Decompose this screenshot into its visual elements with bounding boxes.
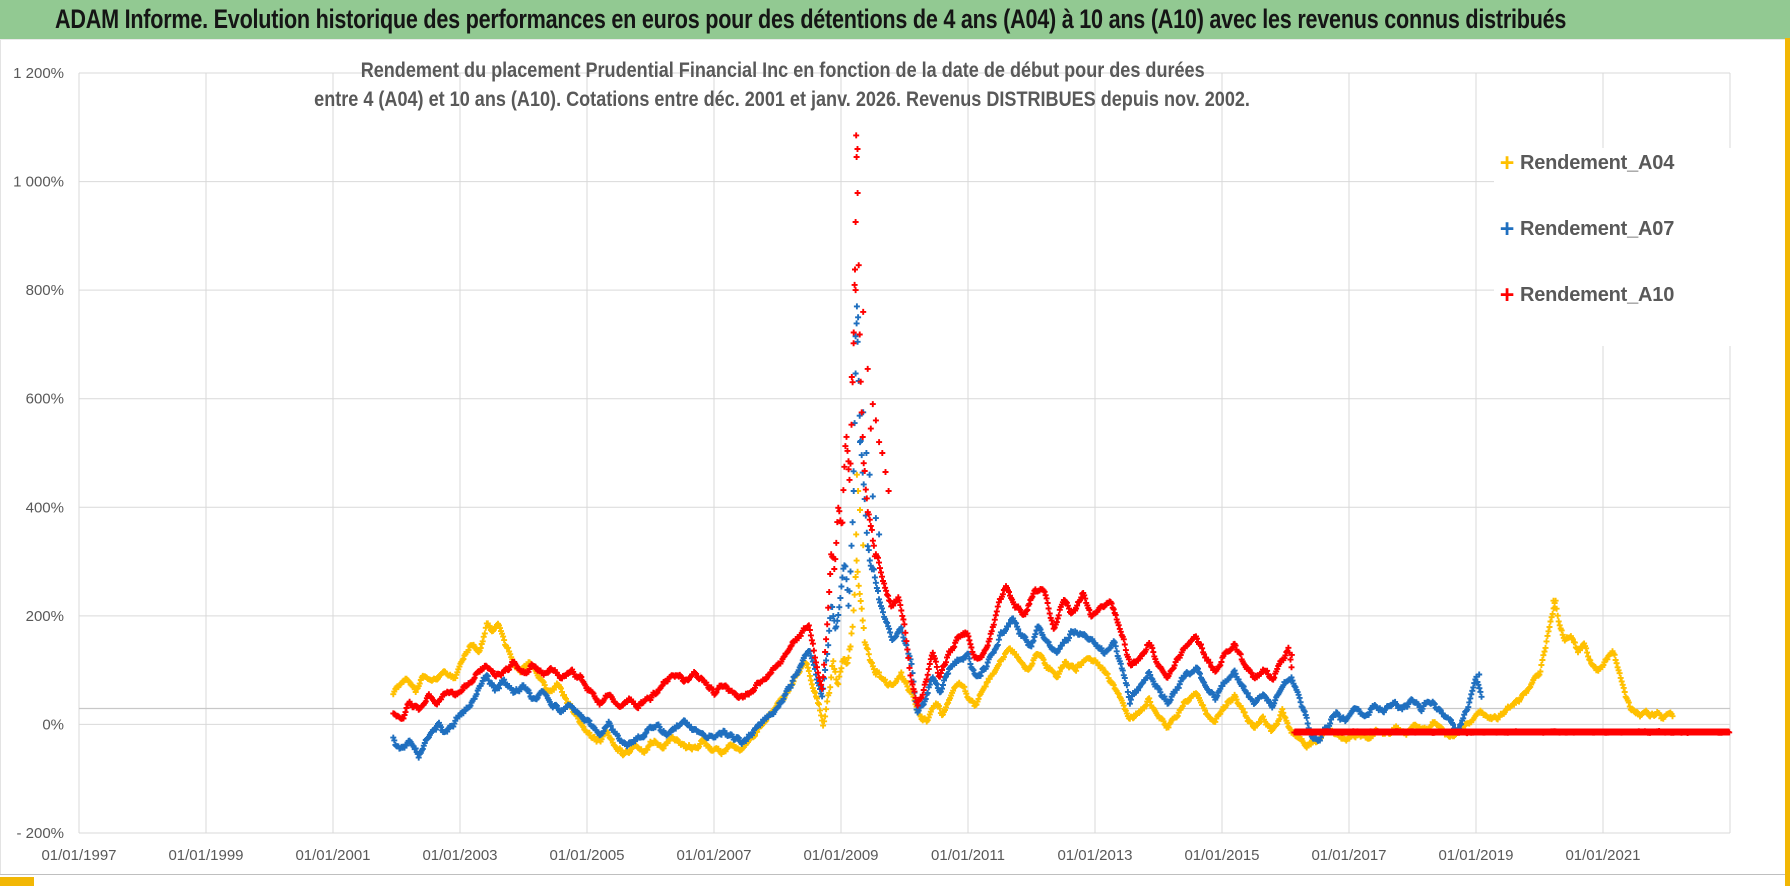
plus-marker-icon: + <box>1499 149 1515 177</box>
svg-text:01/01/1997: 01/01/1997 <box>41 847 116 864</box>
legend-label: Rendement_A07 <box>1520 217 1675 240</box>
svg-text:1 200%: 1 200% <box>13 65 64 82</box>
svg-text:01/01/2009: 01/01/2009 <box>803 847 878 864</box>
legend-item-a04[interactable]: + Rendement_A04 <box>1494 148 1746 178</box>
svg-text:- 200%: - 200% <box>16 825 64 842</box>
svg-text:400%: 400% <box>26 499 64 516</box>
legend-item-a10[interactable]: + Rendement_A10 <box>1494 280 1746 310</box>
svg-text:0%: 0% <box>42 716 64 733</box>
left-border <box>0 40 1 874</box>
plus-marker-icon: + <box>1499 215 1515 243</box>
legend-item-a07[interactable]: + Rendement_A07 <box>1494 214 1746 244</box>
chart-title-line1: Rendement du placement Prudential Financ… <box>360 59 1205 82</box>
chart-legend: + Rendement_A04 + Rendement_A07 + Rendem… <box>1494 148 1746 346</box>
svg-text:01/01/2003: 01/01/2003 <box>422 847 497 864</box>
svg-text:600%: 600% <box>26 391 64 408</box>
svg-text:01/01/2017: 01/01/2017 <box>1311 847 1386 864</box>
svg-text:01/01/2021: 01/01/2021 <box>1565 847 1640 864</box>
svg-text:1 000%: 1 000% <box>13 174 64 191</box>
gold-accent-bottom-left <box>0 877 34 886</box>
svg-text:800%: 800% <box>26 282 64 299</box>
plus-marker-icon: + <box>1499 281 1515 309</box>
legend-label: Rendement_A10 <box>1520 283 1675 306</box>
report-title: ADAM Informe. Evolution historique des p… <box>55 4 1567 34</box>
svg-text:01/01/2013: 01/01/2013 <box>1057 847 1132 864</box>
svg-text:01/01/2001: 01/01/2001 <box>295 847 370 864</box>
svg-text:01/01/1999: 01/01/1999 <box>168 847 243 864</box>
svg-text:200%: 200% <box>26 608 64 625</box>
svg-text:01/01/2011: 01/01/2011 <box>931 847 1005 864</box>
chart-title-line2: entre 4 (A04) et 10 ans (A10). Cotations… <box>314 88 1251 111</box>
svg-text:01/01/2019: 01/01/2019 <box>1438 847 1513 864</box>
bottom-border <box>0 874 1790 875</box>
svg-text:01/01/2015: 01/01/2015 <box>1184 847 1259 864</box>
chart-area: 01/01/1997 01/01/1999 01/01/2001 01/01/2003… <box>0 40 1790 874</box>
svg-text:01/01/2007: 01/01/2007 <box>676 847 751 864</box>
report-header: ADAM Informe. Evolution historique des p… <box>0 0 1790 41</box>
legend-label: Rendement_A04 <box>1520 151 1675 174</box>
gold-accent-right <box>1785 38 1790 886</box>
svg-text:01/01/2005: 01/01/2005 <box>549 847 624 864</box>
chart-title: Rendement du placement Prudential Financ… <box>79 56 1486 114</box>
